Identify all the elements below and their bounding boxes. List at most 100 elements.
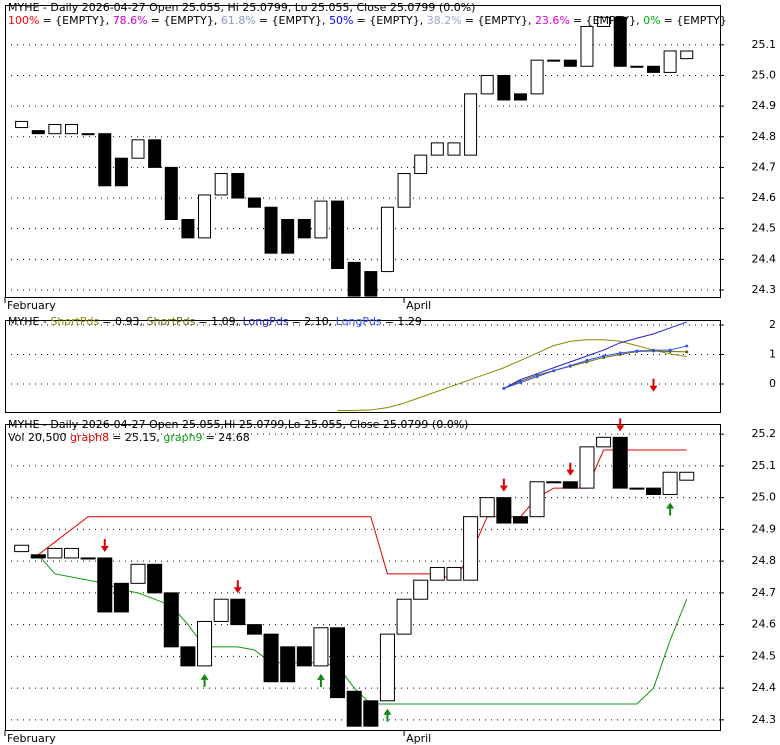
y-tick-label: 0 — [769, 377, 776, 390]
series-point — [568, 364, 572, 368]
candle-body — [114, 157, 128, 187]
legend-label: graph9 — [163, 431, 202, 444]
candle-body — [130, 563, 146, 584]
series-point — [685, 344, 689, 348]
candle-body — [430, 142, 444, 156]
candle-body — [313, 627, 329, 667]
sell-arrow — [100, 538, 109, 552]
candle-body — [213, 598, 229, 622]
legend-label: 23.6% — [535, 14, 570, 27]
candle-body — [480, 74, 494, 95]
y-tick-label: 24.4 — [752, 252, 777, 265]
legend-label: 38.2% — [427, 14, 462, 27]
candle-body — [131, 139, 145, 159]
candle-body — [231, 173, 245, 199]
series-line — [503, 350, 687, 389]
series-point — [585, 358, 589, 362]
legend-label: ShortPds — [146, 315, 195, 328]
y-tick-label: 24.6 — [752, 191, 777, 204]
legend-text: = 0.93, — [102, 315, 143, 328]
series-point — [502, 386, 506, 390]
candle-body — [180, 646, 196, 667]
candle-body — [246, 624, 262, 635]
line-legend: Vol 20,500 graph8 = 25.15, graph9 = 24.68 — [8, 431, 250, 444]
y-tick-label: 25.0 — [752, 68, 777, 81]
legend-text: = {EMPTY}, — [151, 14, 218, 27]
candle-body — [680, 50, 694, 60]
candle-body — [164, 166, 178, 220]
legend-label: LongPds — [243, 315, 289, 328]
candle-body — [596, 436, 612, 448]
panel-frame — [5, 320, 721, 413]
series-line — [337, 339, 687, 412]
line-legend: MYHE - ShortPds = 0.93, ShortPds = 1.09, L… — [8, 315, 422, 328]
sell-arrow — [233, 580, 242, 594]
candle-body — [379, 633, 395, 702]
candle-body — [429, 566, 445, 581]
panel-frame — [5, 424, 721, 731]
x-tick-label: April — [406, 299, 431, 312]
candle-body — [230, 598, 246, 626]
series-point — [535, 375, 539, 379]
sell-arrow — [566, 462, 575, 476]
series-line — [503, 321, 687, 389]
x-tick-label: February — [7, 732, 56, 745]
y-tick-label: 1 — [769, 348, 776, 361]
panel-frame — [5, 5, 721, 298]
sell-arrow — [499, 478, 508, 492]
candle-body — [413, 579, 429, 600]
candle-body — [447, 142, 461, 156]
candle-body — [264, 206, 278, 254]
y-tick-label: 24.9 — [752, 522, 777, 535]
series-point — [552, 369, 556, 373]
legend-label: 0% — [643, 14, 660, 27]
y-tick-label: 25.1 — [752, 459, 777, 472]
legend-label: graph8 — [70, 431, 109, 444]
candle-body — [281, 218, 295, 254]
volume-label: Vol 20,500 — [8, 431, 66, 444]
x-tick-label: April — [406, 732, 431, 745]
y-tick-label: 24.9 — [752, 99, 777, 112]
y-tick-label: 25.1 — [752, 38, 777, 51]
candle-body — [414, 154, 428, 175]
y-tick-label: 24.8 — [752, 554, 777, 567]
series-point — [685, 350, 689, 354]
candle-body — [147, 563, 163, 594]
candle-body — [396, 598, 412, 635]
legend-text: = 24.68 — [206, 431, 250, 444]
candle-body — [47, 547, 63, 559]
candle-body — [496, 497, 512, 524]
buy-arrow — [383, 708, 392, 722]
legend-text: = 1.09, — [198, 315, 239, 328]
legend-text: = {EMPTY} — [664, 14, 727, 27]
legend-text: = {EMPTY}, — [465, 14, 532, 27]
candle-body — [48, 123, 62, 135]
series-point — [651, 348, 655, 352]
buy-arrow — [316, 673, 325, 687]
candle-body — [263, 633, 279, 683]
y-tick-label: 24.8 — [752, 130, 777, 143]
candle-body — [181, 218, 195, 239]
candle-body — [363, 700, 379, 727]
legend-label: 100% — [8, 14, 39, 27]
candle-body — [163, 592, 179, 648]
candle-body — [630, 65, 644, 68]
buy-arrow — [666, 502, 675, 516]
candle-body — [65, 123, 79, 135]
series-line — [37, 449, 687, 581]
candle-body — [148, 139, 162, 168]
candle-body — [113, 582, 129, 613]
candle-body — [31, 130, 45, 135]
candle-body — [280, 646, 296, 683]
y-tick-label: 24.3 — [752, 283, 777, 296]
legend-label: 78.6% — [113, 14, 148, 27]
candle-body — [546, 481, 562, 484]
candle-body — [30, 554, 46, 559]
candle-body — [247, 197, 261, 208]
legend-text: = 1.29 — [385, 315, 422, 328]
candle-body — [397, 173, 411, 208]
candle-body — [579, 446, 595, 489]
candle-body — [479, 497, 495, 518]
